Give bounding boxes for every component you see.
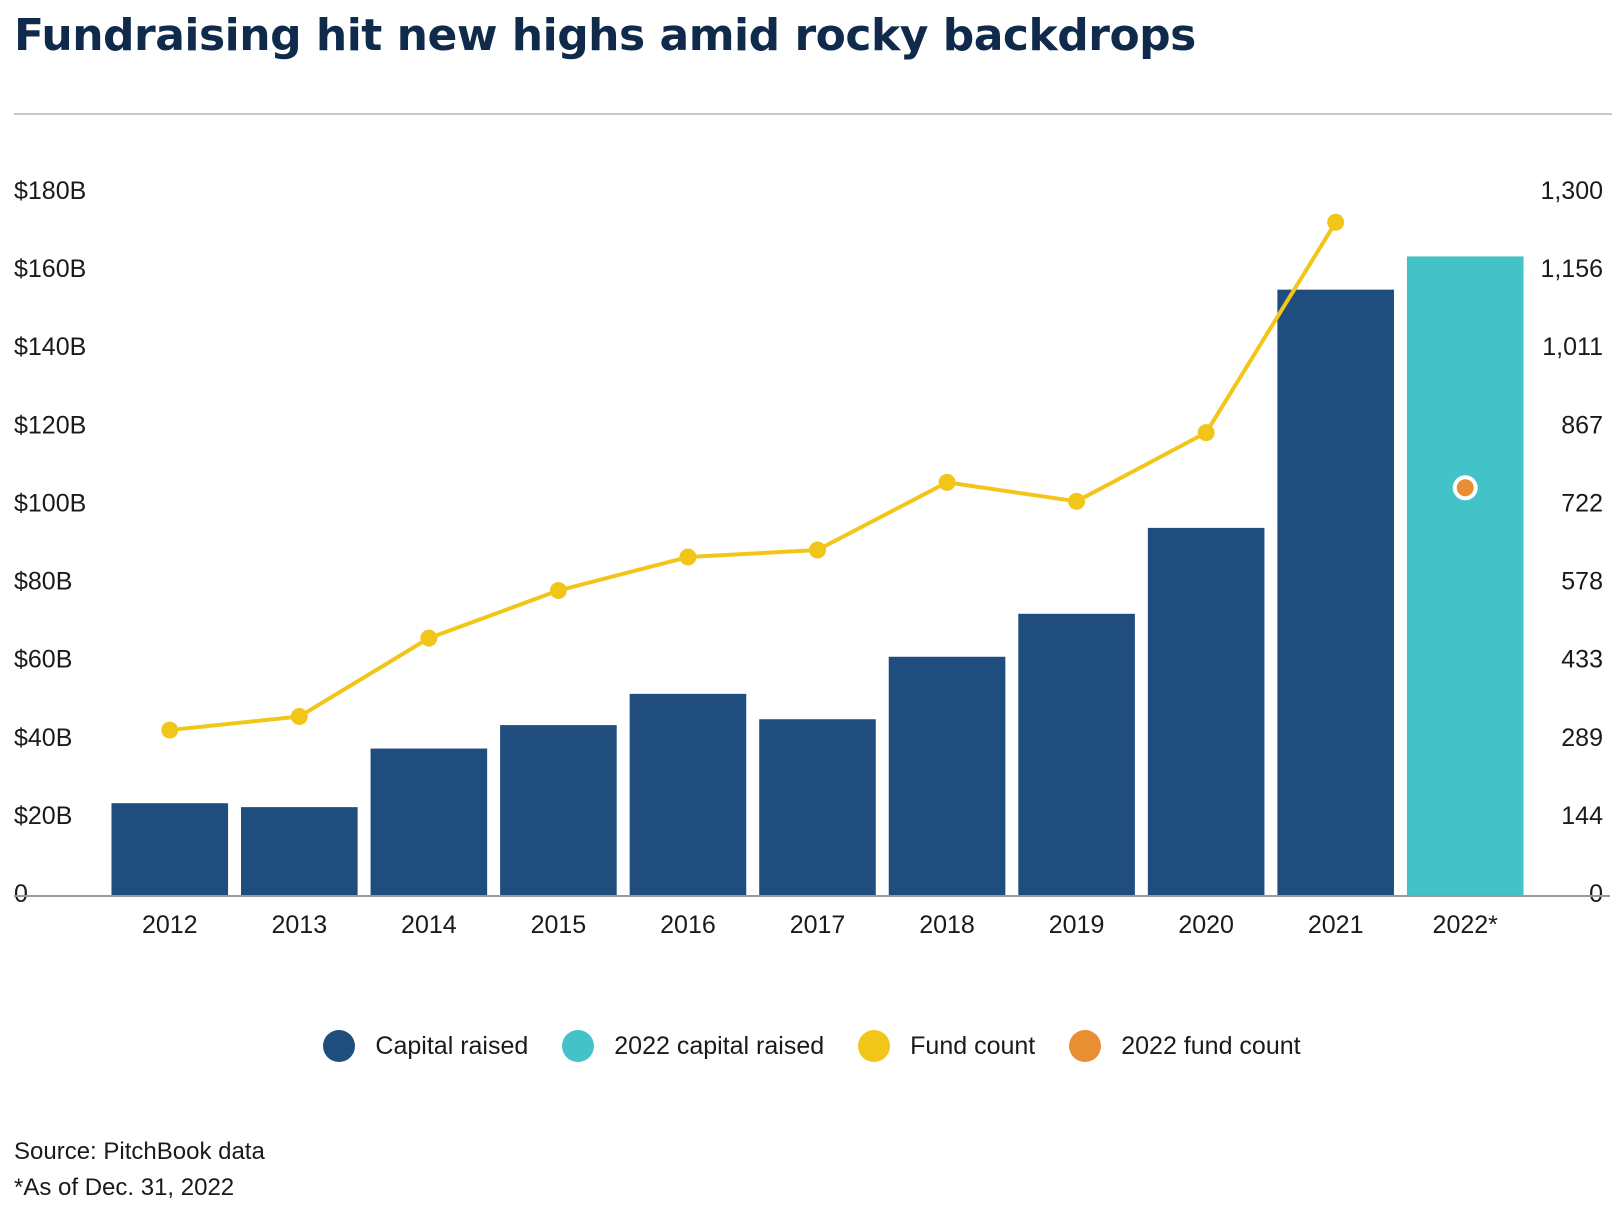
bar-2022-capital-raised xyxy=(1406,256,1524,895)
bar-capital-raised xyxy=(1147,527,1265,895)
x-tick-label: 2013 xyxy=(272,911,328,939)
fund-count-2022-point xyxy=(1452,475,1478,501)
bars-group xyxy=(111,256,1524,895)
fund-count-line xyxy=(169,221,1338,733)
right-axis-ticks: 0 144 289 433 578 722 867 1,011 1,156 1,300 xyxy=(1540,177,1603,908)
y-right-tick-label: 0 xyxy=(1589,880,1603,908)
legend-item-2022-fund-count: 2022 fund count xyxy=(1069,1030,1301,1062)
fund-count-point xyxy=(809,541,826,559)
bar-capital-raised xyxy=(370,748,488,895)
y-right-tick-label: 722 xyxy=(1561,489,1603,517)
x-tick-label: 2014 xyxy=(401,911,457,939)
source-notes: Source: PitchBook data *As of Dec. 31, 2… xyxy=(14,1134,265,1206)
y-left-tick-label: $160B xyxy=(14,255,86,283)
fund-count-point xyxy=(290,708,308,726)
y-left-tick-label: $60B xyxy=(14,646,72,674)
y-right-tick-label: 1,156 xyxy=(1540,255,1603,283)
fund-count-point xyxy=(679,548,697,566)
y-left-tick-label: 0 xyxy=(14,880,28,908)
y-right-tick-label: 867 xyxy=(1561,411,1603,439)
bar-capital-raised xyxy=(1018,613,1135,895)
x-axis-ticks: 2012 2013 2014 2015 2016 2017 2018 2019 2020 2021… xyxy=(142,911,1498,939)
y-right-tick-label: 289 xyxy=(1561,724,1603,752)
fund-count-point xyxy=(938,473,956,491)
fund-count-point xyxy=(1068,492,1086,510)
footnote-text: *As of Dec. 31, 2022 xyxy=(14,1174,235,1201)
y-left-tick-label: $120B xyxy=(14,411,86,439)
fund-count-point xyxy=(420,629,438,647)
y-right-tick-label: 578 xyxy=(1561,568,1603,596)
bar-capital-raised xyxy=(629,693,747,895)
bar-capital-raised xyxy=(1277,289,1394,895)
fund-count-point xyxy=(161,721,179,739)
y-left-tick-label: $140B xyxy=(14,333,86,361)
left-axis-ticks: 0 $20B $40B $60B $80B $100B $120B $140B $160B $18… xyxy=(14,177,86,908)
legend-item-capital-raised: Capital raised xyxy=(323,1030,528,1062)
legend-item-2022-capital-raised: 2022 capital raised xyxy=(562,1030,824,1062)
x-tick-label: 2022* xyxy=(1433,911,1499,939)
x-tick-label: 2020 xyxy=(1178,911,1234,939)
y-right-tick-label: 144 xyxy=(1561,802,1603,830)
title-divider xyxy=(14,113,1612,115)
fund-count-line-group xyxy=(161,213,1478,739)
fund-count-point xyxy=(549,582,567,600)
legend-swatch-capital-raised xyxy=(323,1030,356,1062)
legend-item-fund-count: Fund count xyxy=(858,1030,1035,1062)
legend-label: Capital raised xyxy=(375,1031,529,1060)
x-tick-label: 2019 xyxy=(1049,911,1105,939)
y-left-tick-label: $40B xyxy=(14,724,72,752)
y-right-tick-label: 1,300 xyxy=(1540,177,1603,205)
x-tick-label: 2017 xyxy=(790,911,846,939)
legend-swatch-fund-count xyxy=(858,1030,891,1062)
x-tick-label: 2021 xyxy=(1308,911,1364,939)
x-tick-label: 2018 xyxy=(919,911,975,939)
y-left-tick-label: $100B xyxy=(14,489,86,517)
fund-count-point xyxy=(1197,424,1215,442)
x-tick-label: 2016 xyxy=(660,911,716,939)
fund-count-point xyxy=(1327,213,1345,231)
legend-label: 2022 capital raised xyxy=(614,1031,825,1060)
y-left-tick-label: $80B xyxy=(14,568,72,596)
x-tick-label: 2012 xyxy=(142,911,198,939)
legend-swatch-2022-capital-raised xyxy=(562,1030,595,1062)
legend-swatch-2022-fund-count xyxy=(1069,1030,1102,1062)
y-left-tick-label: $20B xyxy=(14,802,72,830)
x-tick-label: 2015 xyxy=(531,911,587,939)
y-right-tick-label: 433 xyxy=(1561,646,1603,674)
bar-capital-raised xyxy=(241,807,358,895)
source-text: Source: PitchBook data xyxy=(14,1138,265,1165)
legend-label: Fund count xyxy=(910,1031,1036,1060)
fundraising-chart: 0 $20B $40B $60B $80B $100B $120B $140B $160B $18… xyxy=(14,177,1610,939)
legend: Capital raised 2022 capital raised Fund … xyxy=(0,1030,1624,1062)
y-left-tick-label: $180B xyxy=(14,177,86,205)
y-right-tick-label: 1,011 xyxy=(1542,333,1603,361)
bar-capital-raised xyxy=(111,803,229,895)
bar-capital-raised xyxy=(500,725,617,895)
bar-capital-raised xyxy=(759,719,876,895)
chart-title: Fundraising hit new highs amid rocky bac… xyxy=(14,10,1196,61)
bar-capital-raised xyxy=(888,656,1006,895)
legend-label: 2022 fund count xyxy=(1121,1031,1301,1060)
